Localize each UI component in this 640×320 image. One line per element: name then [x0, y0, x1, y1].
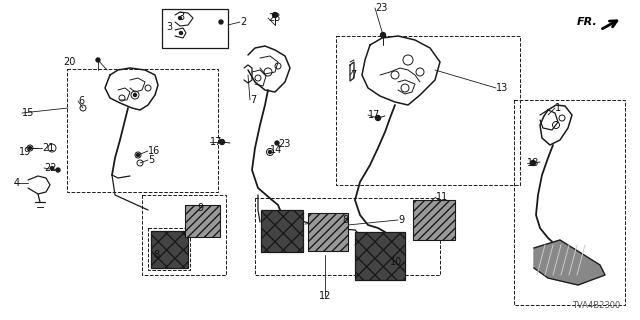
Text: 8: 8 — [153, 250, 159, 260]
Text: FR.: FR. — [577, 17, 598, 27]
Circle shape — [179, 17, 182, 20]
Text: 15: 15 — [22, 108, 35, 118]
Bar — [336, 36, 520, 185]
Bar — [308, 213, 348, 251]
Circle shape — [531, 161, 536, 165]
Text: 12: 12 — [319, 291, 331, 301]
Polygon shape — [534, 240, 605, 285]
Bar — [151, 231, 188, 268]
Text: 23: 23 — [268, 13, 280, 23]
Circle shape — [381, 33, 385, 37]
Text: 14: 14 — [270, 145, 282, 155]
Text: 7: 7 — [250, 95, 256, 105]
Text: 23: 23 — [278, 139, 291, 149]
Bar — [413, 200, 455, 240]
Bar — [355, 232, 405, 280]
Bar — [514, 100, 625, 305]
Text: 10: 10 — [390, 257, 403, 267]
Bar — [255, 198, 440, 275]
Text: 20: 20 — [63, 57, 76, 67]
Text: 13: 13 — [496, 83, 508, 93]
Text: 16: 16 — [148, 146, 160, 156]
Circle shape — [134, 93, 136, 97]
Text: 9: 9 — [398, 215, 404, 225]
Text: 17: 17 — [210, 137, 222, 147]
Bar — [261, 210, 303, 252]
Text: 3: 3 — [178, 12, 184, 22]
Text: 4: 4 — [14, 178, 20, 188]
Text: 21: 21 — [42, 143, 54, 153]
Circle shape — [220, 140, 225, 145]
Text: 9: 9 — [197, 203, 203, 213]
Bar — [142, 195, 226, 275]
Circle shape — [51, 166, 54, 170]
Text: 18: 18 — [527, 158, 540, 168]
Text: 1: 1 — [555, 103, 561, 113]
Circle shape — [96, 58, 100, 62]
Text: 3: 3 — [166, 22, 172, 32]
Text: 11: 11 — [436, 192, 448, 202]
Circle shape — [269, 150, 271, 154]
Text: 19: 19 — [19, 147, 31, 157]
Text: 8: 8 — [342, 215, 348, 225]
Bar — [185, 205, 220, 237]
Text: 22: 22 — [44, 163, 56, 173]
Circle shape — [273, 12, 278, 18]
Text: 17: 17 — [368, 110, 380, 120]
Circle shape — [29, 147, 31, 149]
Circle shape — [376, 116, 381, 121]
Bar — [67, 69, 218, 192]
Text: 6: 6 — [78, 96, 84, 106]
Bar — [162, 9, 228, 48]
Text: 7: 7 — [350, 70, 356, 80]
Text: TVA4B2300: TVA4B2300 — [572, 301, 620, 310]
Circle shape — [275, 141, 279, 145]
Circle shape — [179, 31, 182, 35]
Circle shape — [136, 154, 140, 156]
Text: 23: 23 — [375, 3, 387, 13]
Circle shape — [219, 20, 223, 24]
Text: 5: 5 — [148, 155, 154, 165]
Text: 2: 2 — [240, 17, 246, 27]
Circle shape — [56, 168, 60, 172]
Bar — [148, 228, 190, 270]
